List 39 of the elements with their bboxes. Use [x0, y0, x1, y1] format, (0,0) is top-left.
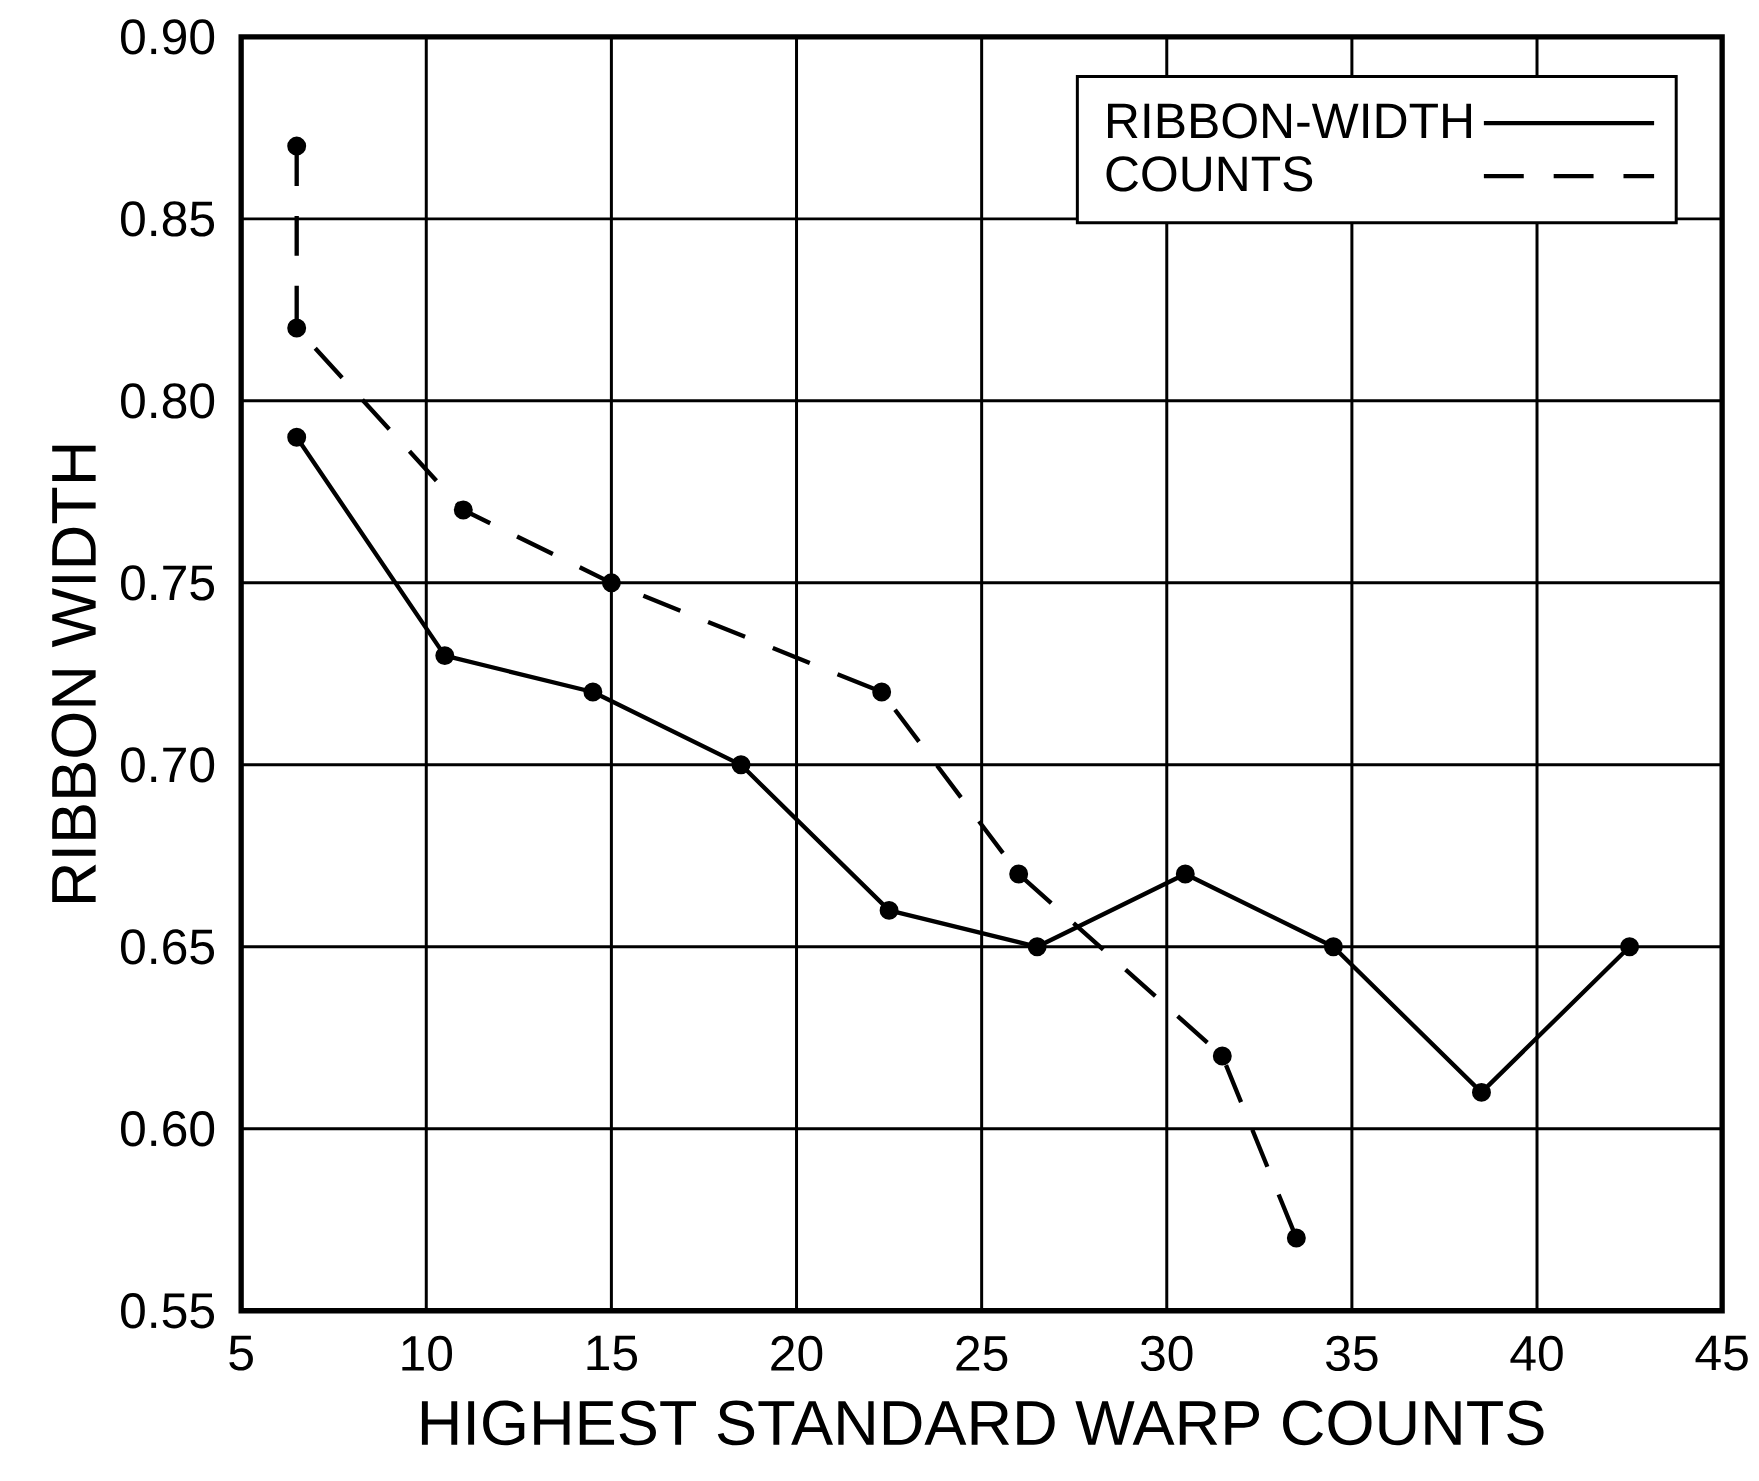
point	[1027, 937, 1047, 957]
x-axis-title: HIGHEST STANDARD WARP COUNTS	[421, 1400, 1544, 1446]
point	[287, 318, 307, 338]
point	[1323, 937, 1343, 957]
y-axis-title: RIBBON WIDTH	[51, 445, 97, 902]
point	[1212, 1046, 1232, 1066]
x-tick-label: 10	[402, 1335, 453, 1372]
text: COUNTS	[1106, 156, 1313, 192]
point	[1472, 1082, 1491, 1102]
point	[1286, 1228, 1306, 1248]
y-tick-label: 0.75	[121, 565, 215, 601]
point	[879, 900, 899, 920]
x-tick-label: 35	[1326, 1335, 1378, 1372]
point	[1175, 864, 1195, 884]
y-tick-label: 0.85	[121, 201, 215, 237]
x-tick-label: 15	[587, 1335, 638, 1371]
y-tick-label: 0.80	[121, 383, 215, 419]
point	[583, 682, 603, 702]
x-tick-label: 40	[1510, 1335, 1563, 1372]
point	[453, 500, 473, 520]
point	[287, 427, 307, 447]
legend-label: RIBBON-WIDTH	[1108, 103, 1471, 139]
x-tick-label: 20	[771, 1335, 823, 1372]
point	[731, 755, 751, 775]
point	[601, 573, 621, 593]
point	[435, 646, 455, 666]
y-tick-label: 0.55	[121, 1293, 215, 1329]
point	[287, 136, 307, 156]
x-tick-label: 30	[1140, 1335, 1193, 1372]
y-tick-label: 0.70	[121, 747, 215, 783]
point	[872, 682, 892, 702]
point	[1009, 864, 1029, 884]
x-tick-label: 5	[229, 1335, 253, 1371]
x-tick-label: 45	[1695, 1335, 1748, 1371]
y-tick-label: 0.90	[121, 19, 215, 55]
point	[1620, 937, 1640, 957]
x-tick-label: 25	[956, 1335, 1008, 1372]
y-tick-label: 0.65	[121, 929, 215, 965]
y-tick-label: 0.60	[121, 1111, 215, 1147]
